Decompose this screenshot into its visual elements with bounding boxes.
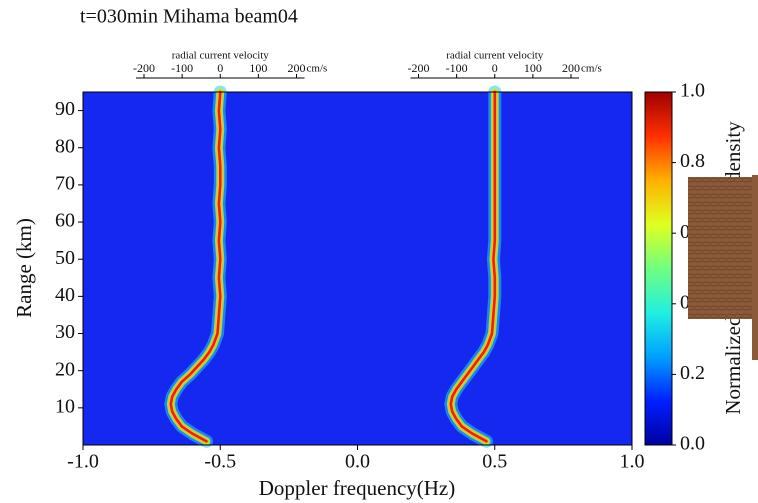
top-tick-label: 200 <box>562 61 580 75</box>
top-tick-label: 200 <box>288 61 306 75</box>
ridge <box>449 90 497 443</box>
y-tick-label: 40 <box>55 284 75 306</box>
top-axis-label: radial current velocity <box>446 50 544 62</box>
y-tick-label: 70 <box>55 172 75 194</box>
plot-background <box>83 92 632 445</box>
x-tick-label: -0.5 <box>204 451 236 473</box>
y-tick-label: 50 <box>55 247 75 269</box>
occluder <box>688 175 758 360</box>
y-tick-label: 10 <box>55 395 75 417</box>
colorbar-tick-label: 1.0 <box>680 80 705 102</box>
colorbar <box>644 91 673 446</box>
occluding-strip <box>752 175 758 360</box>
colorbar-tick-label: 0.0 <box>680 433 705 455</box>
top-tick-label: -100 <box>171 61 193 75</box>
x-tick-label: -1.0 <box>67 451 99 473</box>
x-tick-label: 0.0 <box>345 451 370 473</box>
y-tick-label: 90 <box>55 98 75 120</box>
top-axis-label: radial current velocity <box>172 50 270 62</box>
top-tick-label: 100 <box>249 61 267 75</box>
top-axis-unit: cm/s <box>581 63 602 75</box>
top-axis-unit: cm/s <box>307 63 328 75</box>
top-tick-label: 0 <box>492 61 498 75</box>
y-tick-label: 80 <box>55 135 75 157</box>
top-tick-label: -200 <box>408 61 430 75</box>
colorbar-tick-label: 0.8 <box>680 150 705 172</box>
y-tick-label: 20 <box>55 358 75 380</box>
x-tick-label: 0.5 <box>482 451 507 473</box>
ridge <box>169 90 222 443</box>
y-axis-label: Range (km) <box>12 218 36 318</box>
x-tick-label: 1.0 <box>620 451 645 473</box>
top-tick-label: 100 <box>524 61 542 75</box>
x-axis-label: Doppler frequency(Hz) <box>259 476 456 500</box>
y-tick-label: 60 <box>55 210 75 232</box>
colorbar-tick-label: 0.2 <box>680 362 705 384</box>
occluding-patch <box>688 177 758 319</box>
chart-title: t=030min Mihama beam04 <box>80 6 298 28</box>
y-tick-label: 30 <box>55 321 75 343</box>
top-tick-label: -100 <box>446 61 468 75</box>
top-tick-label: -200 <box>133 61 155 75</box>
top-tick-label: 0 <box>217 61 223 75</box>
